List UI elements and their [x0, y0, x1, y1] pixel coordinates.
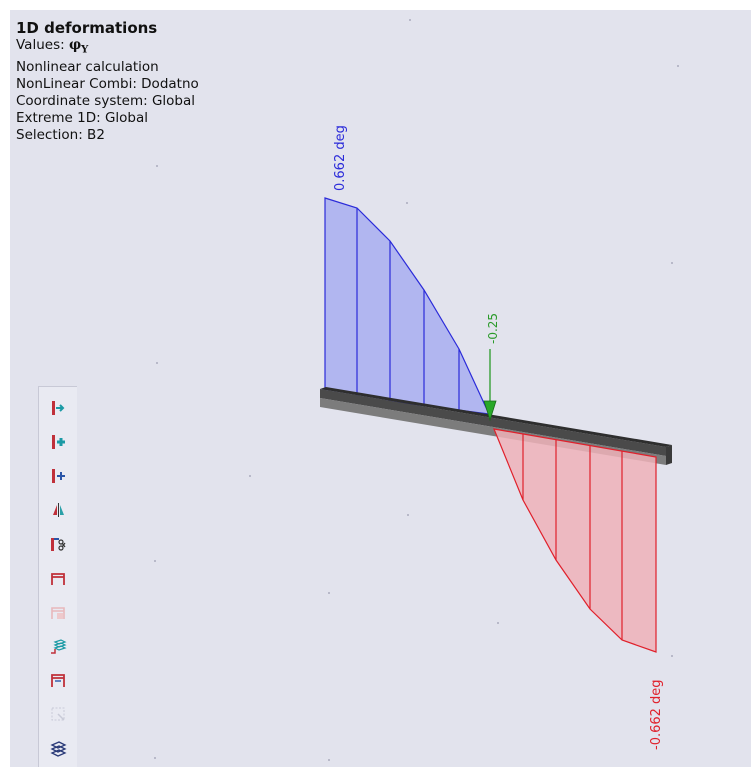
- values-label: Values:: [16, 37, 69, 53]
- grid-dots: [154, 19, 679, 761]
- negative-rotation-area: [493, 428, 657, 653]
- min-value-label: -0.662 deg: [649, 679, 664, 750]
- values-line: Values: φY: [16, 37, 199, 59]
- frame-bracket-icon[interactable]: [45, 667, 71, 693]
- select-disabled-icon[interactable]: [45, 701, 71, 727]
- layers-icon[interactable]: [45, 735, 71, 761]
- load-combination: NonLinear Combi: Dodatno: [16, 75, 199, 92]
- beam-insert-icon[interactable]: [45, 395, 71, 421]
- max-value-label: 0.662 deg: [333, 125, 348, 191]
- extreme-setting: Extreme 1D: Global: [16, 109, 149, 126]
- result-info-panel: 1D deformations Values: φY Nonlinear cal…: [16, 20, 199, 144]
- model-viewport[interactable]: 1D deformations Values: φY Nonlinear cal…: [10, 10, 751, 767]
- coordinate-system: Coordinate system: Global: [16, 92, 196, 109]
- support-value-label: -0.25: [486, 313, 500, 344]
- frame-icon[interactable]: [45, 565, 71, 591]
- vertical-toolbar: [38, 386, 77, 767]
- frame-disabled-icon[interactable]: [45, 599, 71, 625]
- positive-rotation-area: [324, 197, 490, 415]
- deformation-diagram: 0.662 deg -0.662 deg -0.25: [154, 19, 679, 761]
- selection: Selection: B2: [16, 126, 105, 143]
- result-title: 1D deformations: [16, 19, 158, 37]
- beam-add-node-icon[interactable]: [45, 463, 71, 489]
- negative-ordinates: [522, 434, 623, 640]
- calculation-type: Nonlinear calculation: [16, 58, 159, 75]
- positive-ordinates: [356, 208, 460, 410]
- values-symbol: φ: [68, 37, 82, 53]
- mirror-icon[interactable]: [45, 497, 71, 523]
- values-subscript: Y: [81, 44, 89, 56]
- beam-split-icon[interactable]: [45, 531, 71, 557]
- support-marker[interactable]: [483, 349, 497, 422]
- layers-node-icon[interactable]: [45, 633, 71, 659]
- beam-add-icon[interactable]: [45, 429, 71, 455]
